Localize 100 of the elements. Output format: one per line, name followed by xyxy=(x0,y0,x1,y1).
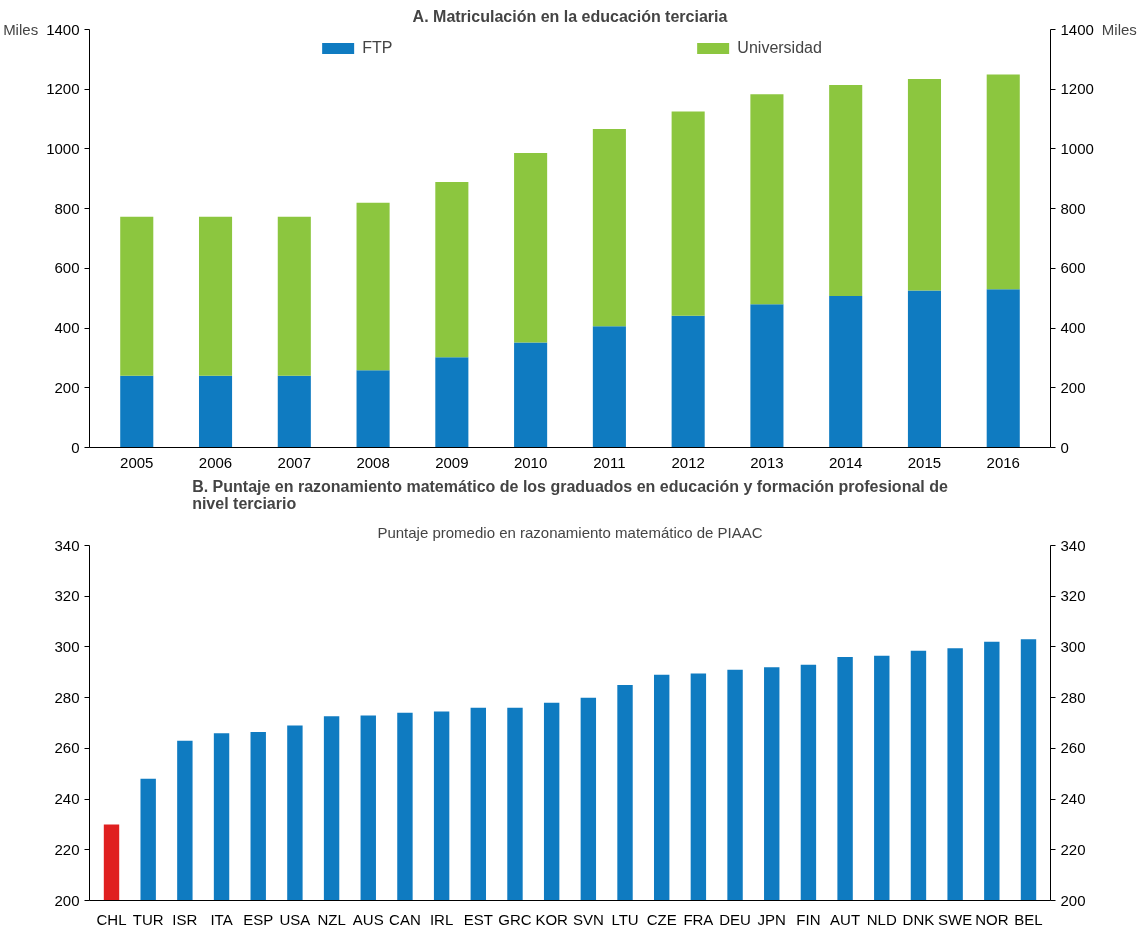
x-tick-label: ISR xyxy=(172,910,198,928)
y-tick-label: 1400 xyxy=(46,20,80,38)
y-axis-title: Miles xyxy=(3,21,39,38)
x-tick-label: BEL xyxy=(1014,910,1043,928)
y-tick-label: 260 xyxy=(54,739,80,757)
chart-title: A. Matriculación en la educación terciaria xyxy=(412,7,728,25)
y2-tick-label: 800 xyxy=(1060,199,1086,217)
x-tick-label: IRL xyxy=(429,910,454,928)
bar xyxy=(514,342,548,448)
bar xyxy=(120,375,154,448)
x-tick-label: GRC xyxy=(498,910,532,928)
bar xyxy=(120,216,154,376)
y-tick-label: 800 xyxy=(54,199,80,217)
x-tick-label: 2016 xyxy=(986,453,1020,471)
y-tick-label: 1000 xyxy=(46,139,80,157)
x-tick-label: AUT xyxy=(830,910,861,928)
y2-tick-label: 280 xyxy=(1060,688,1086,706)
bar xyxy=(907,290,942,448)
x-tick-label: 2015 xyxy=(907,453,942,471)
x-tick-label: DNK xyxy=(902,910,935,928)
bar xyxy=(671,111,705,316)
y-tick-label: 200 xyxy=(54,378,80,396)
bar xyxy=(435,357,469,448)
y2-tick-label: 240 xyxy=(1060,790,1086,808)
x-tick-label: DEU xyxy=(719,910,751,928)
bar xyxy=(592,326,626,448)
x-tick-label: NOR xyxy=(975,910,1009,928)
bar xyxy=(514,153,548,343)
x-tick-label: 2008 xyxy=(356,453,390,471)
x-tick-label: LTU xyxy=(611,910,639,928)
legend-label: FTP xyxy=(362,39,393,57)
x-tick-label: 2010 xyxy=(513,453,548,471)
x-tick-label: 2014 xyxy=(829,453,863,471)
bar xyxy=(198,375,233,448)
x-tick-label: ITA xyxy=(210,910,233,928)
x-tick-label: FIN xyxy=(796,910,821,928)
y-tick-label: 240 xyxy=(54,790,80,808)
x-tick-label: CAN xyxy=(389,910,421,928)
y2-tick-label: 1200 xyxy=(1060,80,1094,98)
x-tick-label: NLD xyxy=(866,910,897,928)
y2-tick-label: 400 xyxy=(1060,319,1086,337)
y-tick-label: 0 xyxy=(71,438,80,456)
x-tick-label: SWE xyxy=(938,910,973,928)
x-tick-label: 2007 xyxy=(277,453,311,471)
y2-tick-label: 1400 xyxy=(1060,20,1094,38)
bar xyxy=(435,182,469,358)
y2-tick-label: 340 xyxy=(1060,536,1086,554)
x-tick-label: KOR xyxy=(535,910,569,928)
x-tick-label: 2009 xyxy=(435,453,469,471)
x-tick-label: JPN xyxy=(757,910,786,928)
y-tick-label: 220 xyxy=(54,840,80,858)
y2-tick-label: 200 xyxy=(1060,891,1086,909)
bar xyxy=(829,296,863,448)
bar xyxy=(750,304,784,448)
x-tick-label: 2013 xyxy=(750,453,784,471)
bar xyxy=(907,79,942,291)
x-tick-label: EST xyxy=(463,910,493,928)
y2-axis-title: Miles xyxy=(1101,21,1137,38)
x-tick-label: USA xyxy=(279,910,311,928)
x-tick-label: 2012 xyxy=(671,453,705,471)
y2-tick-label: 0 xyxy=(1060,438,1069,456)
bar xyxy=(356,370,390,448)
y-tick-label: 320 xyxy=(54,587,80,605)
x-tick-label: FRA xyxy=(683,910,714,928)
y-tick-label: 1200 xyxy=(46,80,80,98)
bar xyxy=(986,289,1020,448)
bar xyxy=(277,375,311,448)
chart-subtitle: Puntaje promedio en razonamiento matemático de PIAAC xyxy=(377,523,763,541)
y2-tick-label: 600 xyxy=(1060,259,1086,277)
y-tick-label: 300 xyxy=(54,637,80,655)
y2-tick-label: 300 xyxy=(1060,637,1086,655)
x-tick-label: 2005 xyxy=(120,453,154,471)
y-tick-label: 280 xyxy=(54,688,80,706)
x-tick-label: NZL xyxy=(317,910,346,928)
y2-tick-label: 200 xyxy=(1060,378,1086,396)
bar xyxy=(592,128,626,327)
y-tick-label: 400 xyxy=(54,319,80,337)
x-tick-label: CZE xyxy=(646,910,677,928)
x-tick-label: TUR xyxy=(132,910,164,928)
x-tick-label: AUS xyxy=(352,910,384,928)
x-tick-label: ESP xyxy=(243,910,274,928)
bar xyxy=(671,315,705,448)
bar xyxy=(277,216,311,376)
x-tick-label: CHL xyxy=(96,910,127,928)
bar xyxy=(986,74,1020,290)
bar xyxy=(750,94,784,305)
y-tick-label: 200 xyxy=(54,891,80,909)
bar xyxy=(829,85,863,297)
bar xyxy=(198,216,233,376)
y2-tick-label: 260 xyxy=(1060,739,1086,757)
x-tick-label: 2011 xyxy=(593,453,626,471)
y2-tick-label: 1000 xyxy=(1060,139,1094,157)
chart-title: B. Puntaje en razonamiento matemático de los graduados en educación y formación profesional de nivel terciario xyxy=(192,477,948,512)
y-tick-label: 600 xyxy=(54,259,80,277)
y2-tick-label: 320 xyxy=(1060,587,1086,605)
y2-tick-label: 220 xyxy=(1060,840,1086,858)
x-tick-label: 2006 xyxy=(198,453,233,471)
bar xyxy=(356,202,390,371)
x-tick-label: SVN xyxy=(572,910,604,928)
legend-label: Universidad xyxy=(737,39,822,57)
